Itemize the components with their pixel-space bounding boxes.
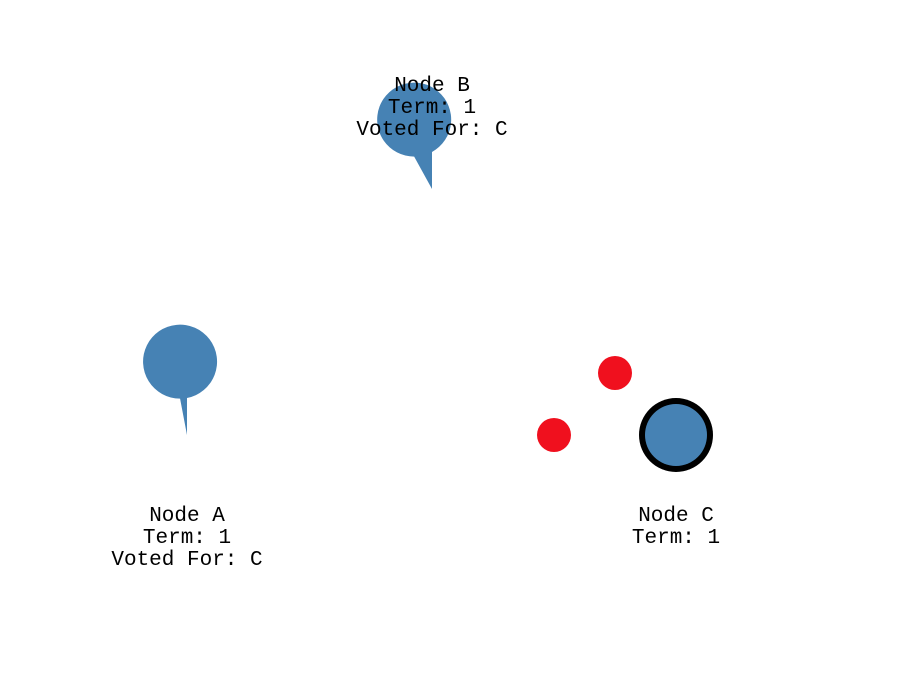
node-c-name: Node C <box>638 505 714 528</box>
node-b-term: Term: 1 <box>388 97 476 120</box>
node-c[interactable]: Node C Term: 1 <box>632 398 720 550</box>
node-b-name: Node B <box>394 75 470 98</box>
node-b-voted-for: Voted For: C <box>356 119 507 142</box>
node-a[interactable]: Node A Term: 1 Voted For: C <box>111 324 263 572</box>
node-a-name: Node A <box>149 505 225 528</box>
node-c-circle[interactable] <box>645 404 707 466</box>
node-b[interactable]: Node B Term: 1 Voted For: C <box>356 75 508 189</box>
node-b-circle[interactable] <box>377 82 452 189</box>
node-c-term: Term: 1 <box>632 527 720 550</box>
message-to-node-b <box>598 356 632 390</box>
node-a-term: Term: 1 <box>143 527 231 550</box>
node-a-voted-for: Voted For: C <box>111 549 262 572</box>
message-to-node-a <box>537 418 571 452</box>
node-a-circle[interactable] <box>143 324 218 435</box>
